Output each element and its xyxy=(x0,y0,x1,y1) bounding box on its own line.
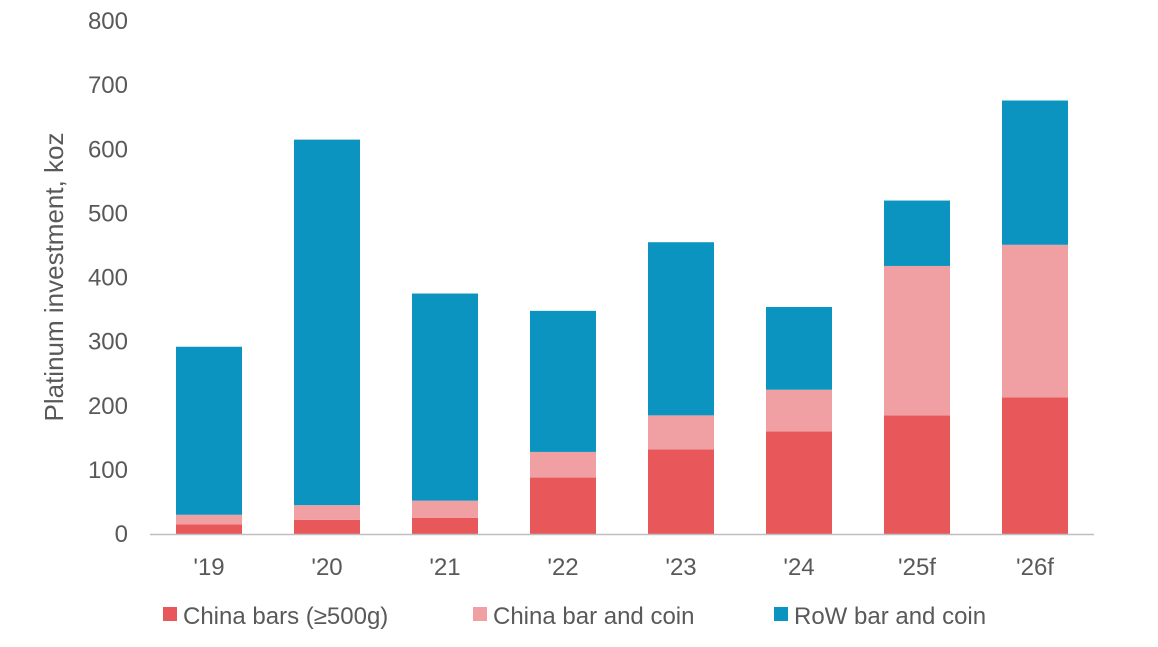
bar-segment xyxy=(648,242,714,416)
x-tick-label: '23 xyxy=(665,554,696,581)
x-tick-label: '21 xyxy=(429,554,460,581)
bar-stack xyxy=(412,293,478,534)
legend-label: RoW bar and coin xyxy=(794,603,986,630)
y-tick-label: 100 xyxy=(88,457,128,484)
bar-segment xyxy=(1002,100,1068,245)
bar-groups xyxy=(176,100,1068,534)
bar-segment xyxy=(294,505,360,520)
legend-swatch xyxy=(163,607,177,621)
bar-segment xyxy=(648,415,714,450)
bar-stack xyxy=(1002,100,1068,534)
bar-stack xyxy=(766,306,832,534)
y-tick-label: 200 xyxy=(88,393,128,420)
y-tick-label: 800 xyxy=(88,8,128,35)
y-tick-label: 700 xyxy=(88,72,128,99)
bar-segment xyxy=(412,517,478,534)
bar-segment xyxy=(176,524,242,534)
bar-stack xyxy=(530,310,596,534)
bar-segment xyxy=(884,415,950,534)
bar-stack xyxy=(176,346,242,534)
bar-stack xyxy=(294,139,360,534)
y-tick-label: 400 xyxy=(88,265,128,292)
bar-segment xyxy=(176,514,242,525)
legend-item: RoW bar and coin xyxy=(774,603,986,630)
legend-item: China bar and coin xyxy=(473,603,694,630)
bar-segment xyxy=(648,449,714,534)
bar-segment xyxy=(884,200,950,266)
legend-label: China bars (≥500g) xyxy=(183,603,388,630)
bar-stack xyxy=(648,242,714,534)
bar-segment xyxy=(412,293,478,501)
y-tick-label: 600 xyxy=(88,136,128,163)
x-tick-label: '19 xyxy=(193,554,224,581)
bar-stack xyxy=(884,200,950,534)
y-axis-title: Platinum investment, koz xyxy=(39,132,69,421)
bar-segment xyxy=(766,306,832,390)
bar-segment xyxy=(1002,244,1068,398)
legend-swatch xyxy=(774,607,788,621)
bar-segment xyxy=(1002,397,1068,534)
bar-segment xyxy=(412,500,478,518)
x-tick-label: '22 xyxy=(547,554,578,581)
bar-segment xyxy=(766,389,832,432)
legend-swatch xyxy=(473,607,487,621)
bar-segment xyxy=(884,265,950,416)
x-tick-label: '26f xyxy=(1016,554,1054,581)
legend-item: China bars (≥500g) xyxy=(163,603,388,630)
bar-segment xyxy=(294,519,360,534)
y-tick-label: 300 xyxy=(88,329,128,356)
y-tick-label: 500 xyxy=(88,200,128,227)
bar-segment xyxy=(766,431,832,534)
x-tick-label: '20 xyxy=(311,554,342,581)
x-axis-tick-labels: '19 '20 '21 '22 '23 '24 '25f '26f xyxy=(193,554,1054,581)
bar-segment xyxy=(294,139,360,506)
bar-segment xyxy=(530,310,596,452)
bar-segment xyxy=(176,346,242,515)
legend-label: China bar and coin xyxy=(493,603,694,630)
bar-segment xyxy=(530,477,596,534)
legend: China bars (≥500g) China bar and coin RoW … xyxy=(163,603,986,630)
x-tick-label: '24 xyxy=(783,554,814,581)
x-tick-label: '25f xyxy=(898,554,936,581)
y-axis-tick-labels: 0 100 200 300 400 500 600 700 800 xyxy=(88,8,128,548)
y-tick-label: 0 xyxy=(115,521,128,548)
bar-segment xyxy=(530,451,596,478)
